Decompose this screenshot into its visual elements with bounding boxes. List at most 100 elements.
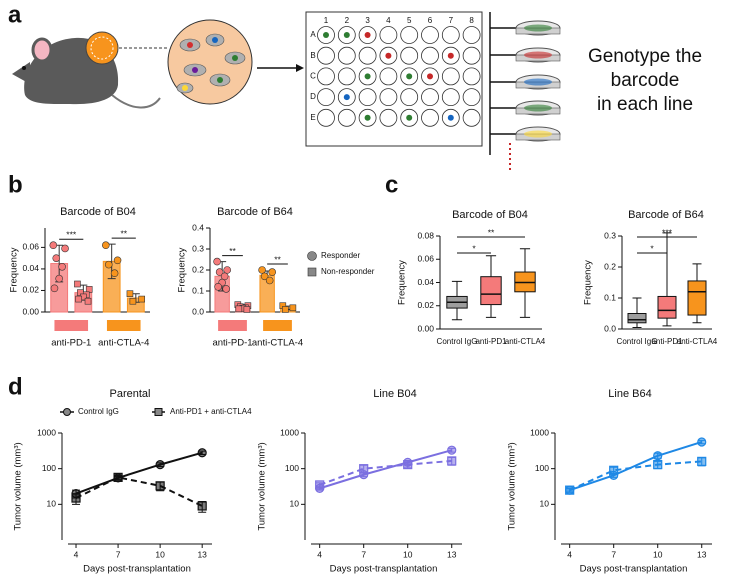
well [421, 88, 439, 106]
whisker-high [519, 248, 531, 273]
caption: Genotype the [588, 46, 702, 67]
well [379, 88, 398, 106]
data-point [289, 304, 297, 312]
y-tick-label: 100 [42, 463, 56, 473]
data-point [214, 282, 222, 291]
data-point [258, 266, 266, 274]
well [462, 46, 481, 65]
significance-label: *** [66, 229, 77, 239]
mouse-eye [22, 66, 26, 70]
y-tick-label: 100 [285, 463, 299, 473]
y-tick-label: 0.02 [22, 285, 39, 295]
series-line [319, 459, 452, 486]
significance-label: * [472, 243, 476, 253]
cell-nucleus [187, 42, 193, 48]
well [358, 46, 377, 65]
plate-column-label: 7 [449, 16, 454, 25]
x-tick-label: anti-PD1 [475, 337, 507, 346]
x-tick-label: 7 [361, 549, 366, 559]
significance-label: ** [229, 246, 236, 256]
y-tick-label: 0.04 [417, 277, 434, 287]
whisker-high [692, 263, 702, 281]
chart-title: Barcode of B04 [452, 209, 528, 221]
legend-marker [307, 251, 317, 261]
tumor-pattern [90, 36, 114, 60]
y-axis-label: Frequency [583, 260, 594, 305]
data-point [113, 256, 122, 265]
data-point [58, 262, 66, 271]
dishes [515, 20, 561, 142]
data-point [697, 437, 707, 447]
well [400, 26, 419, 44]
y-tick-label: 1000 [37, 427, 56, 437]
data-point [84, 297, 92, 305]
y-tick-label: 0.04 [22, 263, 39, 273]
x-tick-label: anti-PD1 [651, 337, 683, 346]
well-cell [364, 114, 371, 121]
series-line [75, 451, 203, 495]
legend-label: Non-responder [321, 267, 375, 276]
data-point [268, 268, 276, 276]
data-point [260, 272, 269, 281]
well [421, 46, 439, 65]
plate-column-label: 8 [469, 16, 474, 25]
y-tick-label: 0.4 [192, 222, 204, 232]
whisker-high [632, 297, 642, 314]
significance-label: ** [120, 228, 127, 238]
legend-label: Control IgG [78, 407, 119, 416]
y-tick-label: 0.06 [22, 242, 39, 252]
well [400, 88, 419, 106]
x-axis-label: Days post-transplantation [83, 564, 191, 574]
legend-marker [307, 267, 317, 277]
data-point [75, 295, 82, 303]
data-point [129, 297, 137, 305]
well [462, 108, 481, 127]
x-tick-label: anti-PD-1 [51, 338, 91, 349]
series-line [319, 449, 452, 490]
y-tick-label: 0.0 [604, 323, 616, 333]
y-tick-label: 10 [540, 499, 550, 509]
plate-row-label: E [310, 113, 315, 122]
x-tick-label: 10 [403, 549, 413, 559]
cell-nucleus [217, 77, 223, 83]
whisker-high [662, 232, 672, 297]
plate-column-label: 5 [407, 16, 412, 25]
plate-row-label: C [310, 72, 316, 81]
data-point [315, 480, 325, 490]
data-point [155, 460, 165, 470]
plate-column-label: 1 [324, 16, 329, 25]
legend-label: Responder [321, 251, 360, 260]
y-axis-label: Frequency [177, 247, 188, 292]
dish-cells [524, 130, 552, 138]
data-point [653, 451, 663, 461]
caption: in each line [597, 94, 693, 115]
well [379, 26, 398, 44]
data-point [52, 254, 61, 262]
mouse-tail [111, 94, 161, 109]
whisker-low [485, 304, 497, 318]
y-tick-label: 0.00 [417, 323, 434, 333]
data-point [197, 501, 207, 511]
y-tick-label: 0.02 [417, 300, 434, 310]
well-cell [364, 32, 371, 38]
y-tick-label: 1000 [280, 427, 299, 437]
data-point [243, 306, 251, 313]
y-tick-label: 0.3 [192, 243, 204, 253]
plate-column-label: 6 [428, 16, 433, 25]
well [337, 46, 356, 65]
significance-label: ** [274, 254, 281, 264]
plate-row-label: B [310, 51, 315, 60]
cell-nucleus [232, 55, 238, 61]
well [317, 108, 335, 127]
data-point [101, 241, 110, 250]
well [379, 67, 398, 86]
data-point [71, 493, 81, 503]
series-line [75, 476, 203, 507]
x-axis-label: Days post-transplantation [580, 564, 688, 574]
significance-label: *** [662, 227, 673, 237]
legend-label: Anti-PD1 + anti-CTLA4 [170, 407, 252, 416]
bracket [489, 12, 516, 155]
data-point [55, 274, 63, 283]
whisker-high [451, 280, 463, 297]
